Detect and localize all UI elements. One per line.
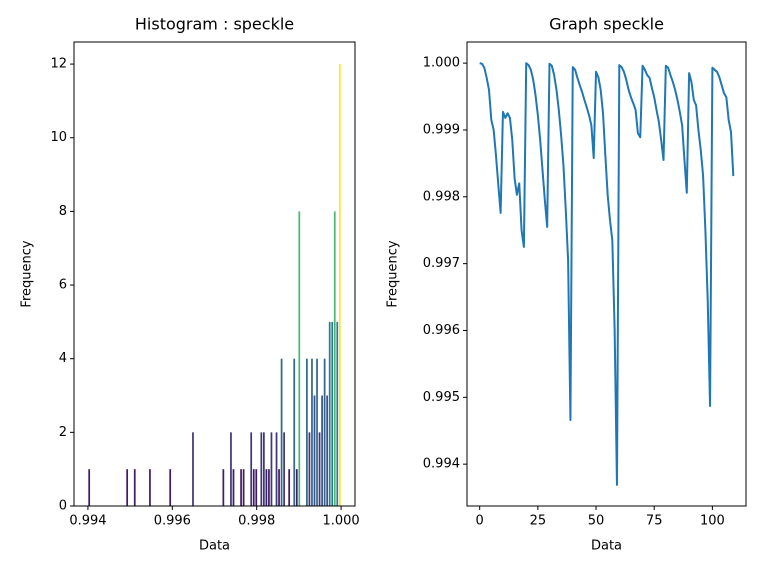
bar (288, 469, 291, 506)
y-axis-label: Frequency (20, 240, 35, 307)
bar (260, 432, 263, 506)
y-tick-label: 0 (59, 499, 67, 514)
x-tick-label: 0.998 (238, 514, 275, 529)
bar (278, 469, 280, 506)
bar (295, 469, 298, 506)
bar (240, 469, 242, 506)
x-tick-label: 1.000 (322, 514, 359, 529)
x-tick-label: 100 (700, 514, 725, 529)
y-tick-label: 12 (50, 57, 67, 72)
bar (265, 469, 268, 506)
bar (268, 469, 270, 506)
axes: 0.994 0.996 0.998 1.000 0 2 4 6 8 10 12 Histogram :… (20, 15, 360, 554)
bar (192, 432, 194, 506)
bar (252, 469, 255, 506)
bar (298, 211, 301, 506)
chart-title: Histogram : speckle (135, 15, 294, 34)
bar (270, 432, 273, 506)
bar (169, 469, 172, 506)
bar (311, 358, 313, 506)
bar (293, 358, 296, 506)
x-tick-label: 75 (646, 514, 663, 529)
bar (338, 64, 341, 506)
bar (250, 432, 253, 506)
bar (232, 469, 235, 506)
chart-title: Graph speckle (549, 15, 664, 34)
bar (149, 469, 151, 506)
y-tick-label: 6 (59, 278, 67, 293)
bar (283, 432, 285, 506)
bar (323, 358, 326, 506)
line (479, 62, 735, 486)
y-tick-label: 0.998 (423, 189, 460, 204)
y-axis-label: Frequency (386, 240, 401, 307)
bar (328, 321, 331, 506)
bar (133, 469, 136, 506)
bar (321, 395, 323, 506)
y-tick-label: 2 (59, 425, 67, 440)
y-tick-label: 10 (50, 130, 67, 145)
bar (316, 358, 318, 506)
bar (255, 469, 258, 506)
y-tick-label: 4 (59, 351, 67, 366)
y-tick-label: 0.994 (423, 457, 460, 472)
x-tick-label: 0.996 (154, 514, 191, 529)
x-axis-label: Data (199, 539, 230, 554)
axes-frame (73, 41, 356, 507)
y-tick-label: 1.000 (423, 56, 460, 71)
x-tick-label: 0.994 (69, 514, 106, 529)
y-tick-label: 0.999 (423, 122, 460, 137)
bar (242, 469, 245, 506)
bar (280, 358, 283, 506)
x-tick-label: 50 (588, 514, 605, 529)
bar (126, 469, 129, 506)
bar (88, 469, 91, 506)
bar (331, 321, 334, 506)
x-tick-label: 25 (530, 514, 547, 529)
y-tick-label: 8 (59, 204, 67, 219)
axes: 0 25 50 75 100 1.000 0.999 0.998 0.997 0.996 0.995… (386, 15, 747, 554)
bar (333, 211, 336, 506)
bar (306, 358, 308, 506)
bar (275, 432, 278, 506)
bar (326, 395, 329, 506)
x-axis-label: Data (591, 539, 622, 554)
bar (262, 432, 265, 506)
bar (230, 432, 232, 506)
axes-frame (466, 41, 747, 507)
y-tick-label: 0.997 (423, 256, 460, 271)
bar (318, 432, 321, 506)
y-tick-label: 0.995 (423, 390, 460, 405)
bar (222, 469, 225, 506)
y-tick-label: 0.996 (423, 323, 460, 338)
bar (336, 321, 339, 506)
bar (308, 432, 311, 506)
bar (313, 395, 316, 506)
x-tick-label: 0 (476, 514, 484, 529)
